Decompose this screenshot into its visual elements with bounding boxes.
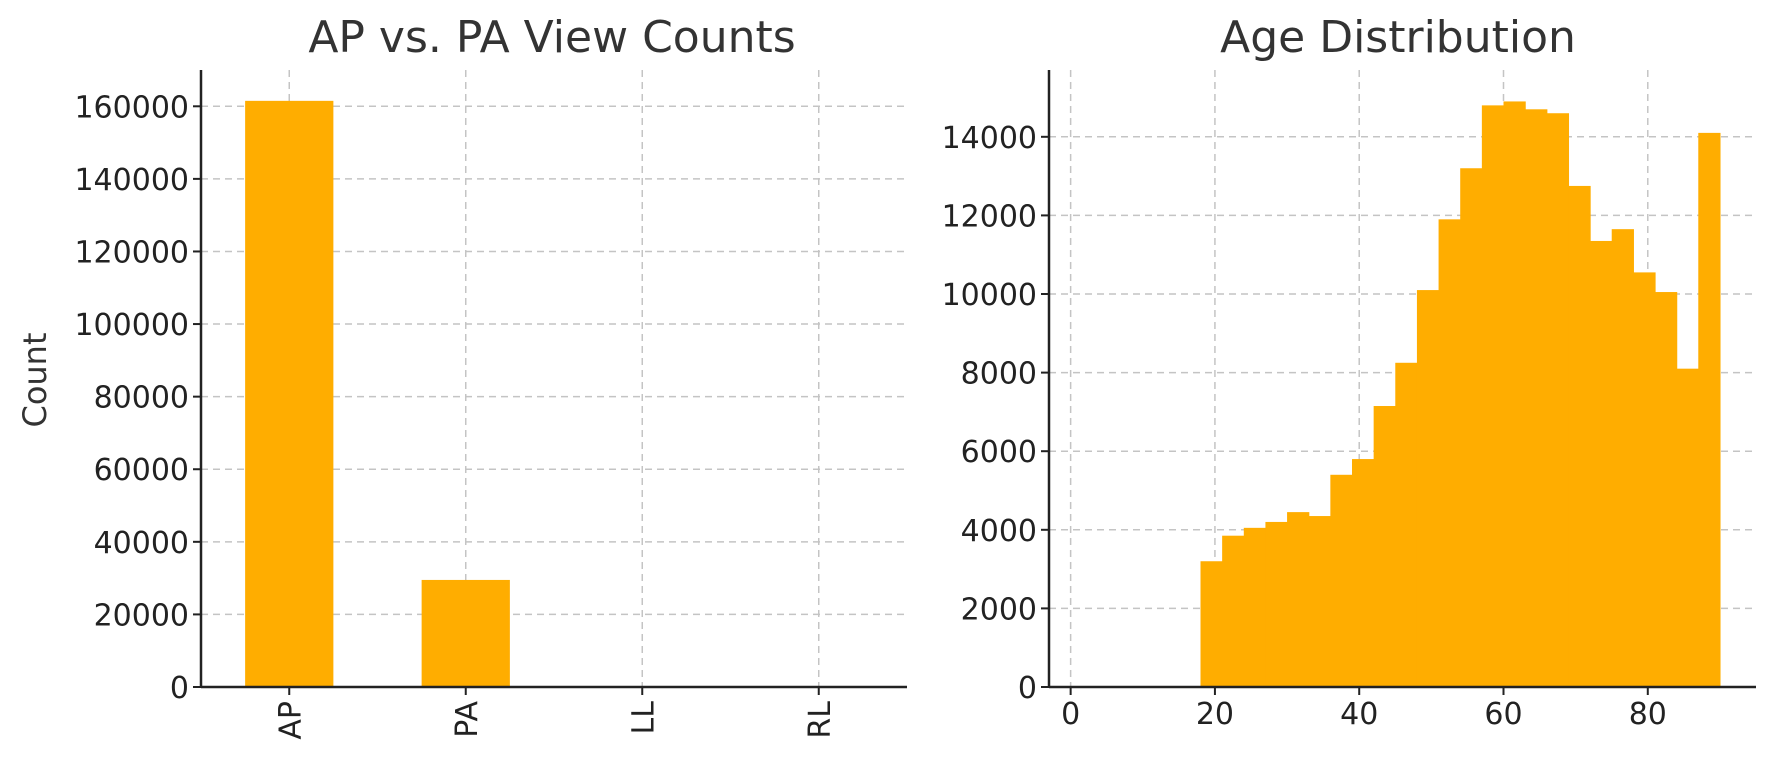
x-tick-label: 20: [1196, 697, 1234, 732]
histogram-bar: [1525, 109, 1548, 687]
histogram-bar: [1243, 527, 1267, 687]
histogram-bar: [1611, 229, 1634, 687]
x-tick-label: PA: [450, 701, 485, 738]
histogram-bar: [1590, 240, 1613, 688]
axes: [1041, 70, 1756, 695]
chart-title: AP vs. PA View Counts: [308, 12, 795, 63]
bars: [245, 100, 510, 688]
histogram-bar: [1200, 561, 1223, 687]
histogram-bar: [1698, 132, 1721, 688]
x-tick-label: 0: [1061, 697, 1080, 732]
y-tick-label: 6000: [961, 435, 1037, 470]
y-tick-label: 12000: [942, 199, 1037, 234]
y-tick-label: 120000: [74, 235, 189, 270]
y-tick-label: 10000: [942, 278, 1037, 313]
histogram-bar: [1568, 185, 1591, 688]
x-tick-label: LL: [626, 701, 661, 735]
x-tick-label: 60: [1484, 697, 1522, 732]
y-tick-label: 100000: [74, 308, 189, 343]
histogram-bar: [1503, 101, 1526, 687]
histogram-bar: [1655, 292, 1678, 687]
histogram-bar: [1460, 168, 1483, 687]
histogram-bars: [1200, 101, 1721, 688]
x-tick-label: 80: [1629, 697, 1667, 732]
tick-labels: 0 20000 40000 60000 80000 100000 120000 140000 1…: [74, 90, 837, 739]
histogram-bar: [1222, 535, 1245, 687]
y-tick-label: 2000: [961, 592, 1037, 627]
histogram-bar: [1438, 219, 1461, 687]
y-tick-label: 160000: [74, 90, 189, 125]
x-tick-label: 40: [1340, 697, 1378, 732]
view-counts-chart: AP vs. PA View Counts Count 0 20000 40000 6…: [16, 12, 907, 740]
x-tick-label: RL: [803, 701, 838, 739]
histogram-bar: [1352, 459, 1375, 687]
y-tick-label: 0: [1018, 671, 1037, 706]
y-tick-label: 80000: [94, 381, 189, 416]
histogram-bar: [1373, 406, 1396, 687]
histogram-bar: [1416, 290, 1440, 687]
tick-labels: 0 2000 4000 6000 8000 10000 12000 14000 0 20 40 60 8…: [942, 121, 1667, 732]
histogram-bar: [1546, 113, 1570, 687]
y-tick-label: 8000: [961, 357, 1037, 392]
gridlines: [201, 70, 907, 687]
axes: [193, 70, 907, 695]
histogram-bar: [1330, 474, 1353, 687]
histogram-bar: [1481, 105, 1505, 687]
histogram-bar: [1633, 272, 1656, 687]
y-tick-label: 4000: [961, 514, 1037, 549]
x-tick-label: AP: [273, 701, 308, 740]
histogram-bar: [1308, 516, 1331, 687]
y-tick-label: 40000: [94, 526, 189, 561]
histogram-bar: [1395, 362, 1418, 687]
bar-ap: [245, 100, 334, 688]
histogram-bar: [1287, 512, 1310, 687]
chart-title: Age Distribution: [1220, 12, 1576, 63]
y-tick-label: 60000: [94, 453, 189, 488]
bar-pa: [421, 579, 510, 687]
histogram-bar: [1676, 368, 1699, 687]
y-tick-label: 20000: [94, 598, 189, 633]
y-axis-label: Count: [16, 332, 54, 427]
y-tick-label: 140000: [74, 163, 189, 198]
y-tick-label: 0: [170, 671, 189, 706]
y-tick-label: 14000: [942, 121, 1037, 156]
histogram-bar: [1265, 521, 1288, 687]
age-distribution-chart: Age Distribution 0 2000 4000 6000 8000 10000 1…: [942, 12, 1756, 732]
